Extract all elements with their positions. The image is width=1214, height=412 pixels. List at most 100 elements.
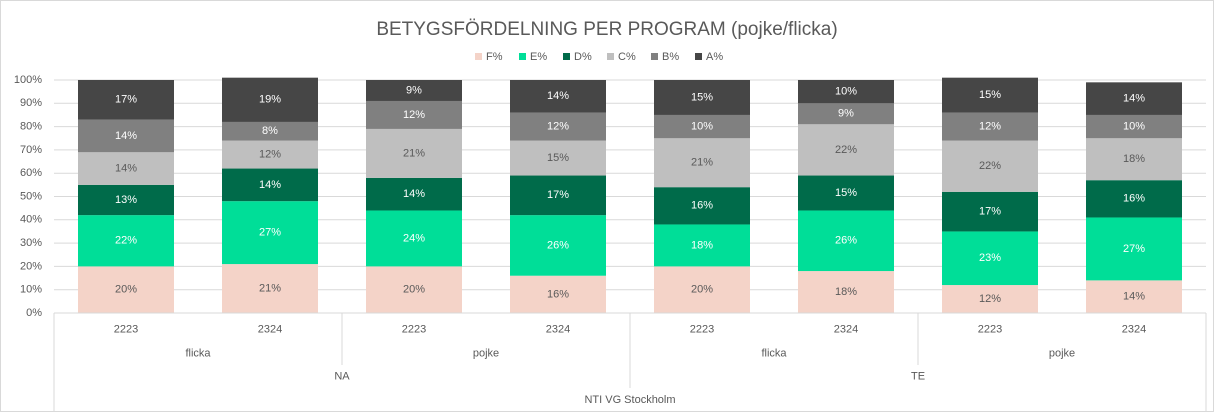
bar-segment xyxy=(78,184,174,216)
y-tick-label: 100% xyxy=(14,74,42,86)
data-label: 8% xyxy=(262,125,278,137)
data-label: 18% xyxy=(835,286,857,298)
bar-segment xyxy=(222,264,318,313)
legend-label: F% xyxy=(486,51,503,63)
group-label: flicka xyxy=(761,347,787,359)
bar-segment xyxy=(366,128,462,178)
data-label: 27% xyxy=(259,227,281,239)
chart-title: BETYGSFÖRDELNING PER PROGRAM (pojke/flic… xyxy=(376,19,837,40)
legend-label: C% xyxy=(618,51,636,63)
data-label: 20% xyxy=(691,284,713,296)
data-label: 9% xyxy=(838,108,854,120)
data-label: 9% xyxy=(406,84,422,96)
legend-swatch xyxy=(651,53,658,60)
y-tick-label: 60% xyxy=(20,167,42,179)
y-tick-label: 40% xyxy=(20,214,42,226)
y-tick-label: 50% xyxy=(20,190,42,202)
bar-segment xyxy=(798,210,894,272)
legend-swatch xyxy=(475,53,482,60)
data-label: 14% xyxy=(115,162,137,174)
data-label: 22% xyxy=(115,235,137,247)
bar-segment xyxy=(366,100,462,129)
bar-segment xyxy=(798,80,894,104)
data-label: 16% xyxy=(691,200,713,212)
bar-segment xyxy=(510,80,606,113)
bar-segment xyxy=(78,80,174,120)
data-label: 14% xyxy=(115,130,137,142)
group-label: TE xyxy=(911,370,925,382)
data-label: 14% xyxy=(1123,291,1145,303)
data-label: 12% xyxy=(979,293,1001,305)
bar-segment xyxy=(78,266,174,313)
bar-segment xyxy=(942,285,1038,313)
y-tick-label: 30% xyxy=(20,237,42,249)
data-label: 21% xyxy=(691,157,713,169)
data-label: 22% xyxy=(835,144,857,156)
data-label: 23% xyxy=(979,252,1001,264)
group-label: pojke xyxy=(473,347,499,359)
group-label: NA xyxy=(334,370,350,382)
bar-segment xyxy=(942,112,1038,141)
data-label: 15% xyxy=(979,89,1001,101)
data-label: 17% xyxy=(547,189,569,201)
legend-swatch xyxy=(607,53,614,60)
x-tick-label: 2324 xyxy=(1122,323,1146,335)
data-label: 15% xyxy=(691,91,713,103)
x-tick-label: 2223 xyxy=(690,323,714,335)
bar-segment xyxy=(1086,82,1182,115)
data-label: 16% xyxy=(1123,193,1145,205)
bar-segment xyxy=(222,121,318,141)
bar-segment xyxy=(510,175,606,216)
legend-label: B% xyxy=(662,51,679,63)
bar-segment xyxy=(1086,217,1182,281)
legend-label: D% xyxy=(574,51,592,63)
bar-segment xyxy=(78,119,174,153)
data-label: 13% xyxy=(115,194,137,206)
data-label: 20% xyxy=(403,284,425,296)
x-tick-label: 2223 xyxy=(402,323,426,335)
x-tick-label: 2324 xyxy=(834,323,858,335)
bar-segment xyxy=(798,175,894,211)
bar-segment xyxy=(798,103,894,125)
data-label: 17% xyxy=(979,206,1001,218)
data-label: 18% xyxy=(691,239,713,251)
y-tick-label: 0% xyxy=(26,307,42,319)
y-tick-label: 70% xyxy=(20,144,42,156)
y-tick-label: 10% xyxy=(20,284,42,296)
bar-segment xyxy=(654,80,750,115)
bar-segment xyxy=(510,215,606,276)
bar-segment xyxy=(510,112,606,141)
data-label: 14% xyxy=(547,90,569,102)
y-tick-label: 80% xyxy=(20,121,42,133)
bar-segment xyxy=(366,177,462,211)
data-label: 12% xyxy=(259,148,281,160)
bar-segment xyxy=(654,114,750,139)
data-label: 14% xyxy=(1123,93,1145,105)
data-label: 15% xyxy=(835,187,857,199)
bar-segment xyxy=(366,80,462,101)
legend-label: E% xyxy=(530,51,547,63)
bar-segment xyxy=(654,266,750,313)
legend-label: A% xyxy=(706,51,723,63)
legend-swatch xyxy=(519,53,526,60)
bar-segment xyxy=(78,152,174,185)
data-label: 14% xyxy=(403,188,425,200)
x-tick-label: 2324 xyxy=(258,323,282,335)
bar-segment xyxy=(78,215,174,267)
bar-segment xyxy=(942,77,1038,113)
bar-segment xyxy=(366,266,462,313)
data-label: 15% xyxy=(547,152,569,164)
bar-segment xyxy=(1086,114,1182,139)
y-tick-label: 20% xyxy=(20,260,42,272)
bar-segment xyxy=(222,201,318,265)
bar-segment xyxy=(366,210,462,267)
data-label: 10% xyxy=(1123,121,1145,133)
group-label: flicka xyxy=(185,347,211,359)
data-label: 21% xyxy=(403,147,425,159)
bar-segment xyxy=(222,77,318,122)
y-tick-label: 90% xyxy=(20,97,42,109)
bar-segment xyxy=(510,140,606,176)
data-label: 12% xyxy=(403,109,425,121)
bar-segment xyxy=(942,231,1038,286)
